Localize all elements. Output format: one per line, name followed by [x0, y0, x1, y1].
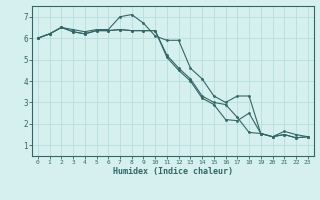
- X-axis label: Humidex (Indice chaleur): Humidex (Indice chaleur): [113, 167, 233, 176]
